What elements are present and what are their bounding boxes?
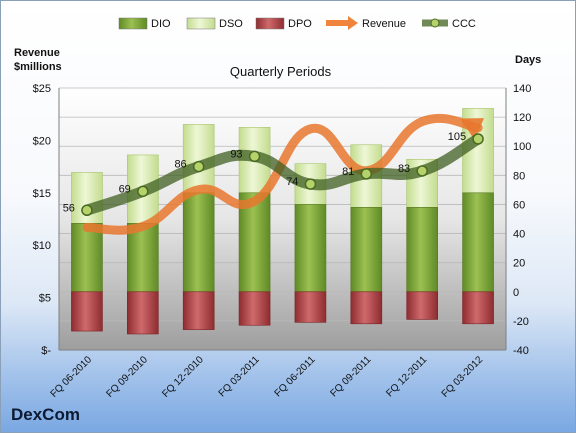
right-axis-title: Days — [515, 54, 541, 66]
x-tick-label: FQ 06-2010 — [49, 354, 95, 400]
dpo-bar — [71, 291, 103, 332]
dpo-bar — [294, 291, 327, 323]
dio-bar — [406, 207, 438, 293]
ccc-data-label: 86 — [174, 159, 186, 171]
chart-subtitle: Quarterly Periods — [230, 64, 332, 79]
ccc-data-label: 105 — [448, 131, 466, 143]
ccc-data-label: 69 — [119, 183, 131, 195]
dpo-bar — [127, 291, 159, 335]
dio-bar — [182, 192, 215, 293]
dpo-bar — [350, 291, 383, 325]
legend-label: CCC — [452, 18, 476, 30]
left-axis-title: Revenue — [14, 47, 60, 59]
right-tick-label: 120 — [513, 112, 531, 124]
ccc-data-label: 56 — [63, 202, 75, 214]
ccc-marker — [472, 133, 484, 145]
plot-area — [59, 88, 506, 350]
dio-bar — [294, 204, 327, 293]
legend-arrow-revenue — [348, 16, 358, 30]
right-tick-label: 20 — [513, 258, 525, 270]
ccc-marker — [248, 150, 261, 163]
left-axis-title: $millions — [14, 61, 62, 73]
dpo-bar — [462, 291, 494, 325]
legend-label: DSO — [219, 18, 243, 30]
x-tick-label: FQ 03-2011 — [217, 354, 262, 399]
legend-label: DPO — [288, 18, 312, 30]
right-tick-label: 100 — [513, 141, 531, 153]
ccc-marker — [416, 165, 428, 177]
dio-bar — [127, 223, 159, 293]
dpo-bar — [406, 291, 438, 320]
x-tick-label: FQ 12-2011 — [384, 354, 429, 399]
right-tick-label: 60 — [513, 199, 525, 211]
right-tick-label: -40 — [513, 345, 529, 357]
legend-swatch-dio — [118, 17, 148, 30]
ccc-data-label: 81 — [342, 166, 354, 178]
legend: DIO DSO DPO Revenue CCC — [118, 16, 476, 30]
dpo-bar — [182, 291, 215, 330]
dio-bar — [350, 207, 383, 293]
right-tick-label: 0 — [513, 287, 519, 299]
legend-marker-ccc — [430, 18, 440, 28]
dio-bar — [462, 192, 494, 293]
x-tick-label: FQ 09-2010 — [104, 354, 150, 400]
ccc-marker — [304, 178, 317, 190]
x-tick-label: FQ 03-2012 — [440, 354, 486, 400]
ccc-marker — [360, 168, 373, 180]
x-tick-label: FQ 12-2010 — [160, 354, 206, 400]
x-tick-label: FQ 09-2011 — [328, 354, 373, 399]
ccc-data-label: 83 — [398, 163, 410, 175]
left-tick-label: $10 — [33, 240, 51, 252]
ccc-marker — [81, 204, 93, 217]
right-tick-label: -20 — [513, 316, 529, 328]
revenue-line — [82, 113, 483, 235]
company-name: DexCom — [11, 405, 80, 424]
x-tick-label: FQ 06-2011 — [273, 354, 318, 399]
right-tick-label: 80 — [513, 170, 525, 182]
right-tick-label: 40 — [513, 229, 525, 241]
left-tick-label: $- — [41, 345, 51, 357]
right-tick-label: 140 — [513, 83, 531, 95]
left-tick-label: $20 — [33, 135, 51, 147]
legend-swatch-dso — [186, 17, 216, 30]
legend-label: DIO — [151, 18, 171, 30]
left-tick-label: $5 — [39, 293, 51, 305]
legend-swatch-dpo — [255, 17, 285, 30]
legend-label: Revenue — [362, 18, 406, 30]
left-tick-label: $15 — [33, 188, 51, 200]
dio-bar — [71, 223, 103, 293]
dpo-bar — [238, 291, 271, 326]
revenue-arrowhead — [460, 118, 485, 141]
ccc-marker — [192, 160, 205, 173]
ccc-data-label: 93 — [230, 148, 242, 160]
ccc-marker — [137, 185, 149, 198]
ccc-data-label: 74 — [286, 176, 298, 188]
left-tick-label: $25 — [33, 83, 51, 95]
